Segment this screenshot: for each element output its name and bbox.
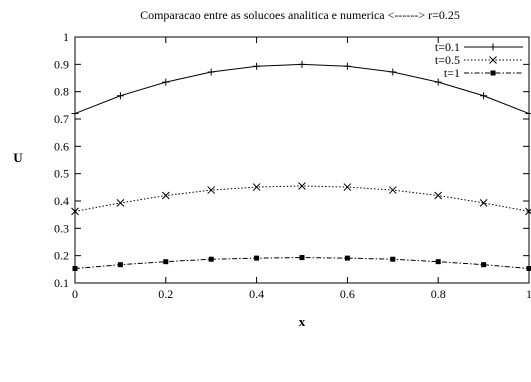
y-axis: 0.1 0.2 0.3 0.4 0.5 0.6 0.7 0.8 0.9 1 <box>54 30 529 290</box>
data-point <box>298 60 306 68</box>
y-tick-label: 0.7 <box>54 112 69 126</box>
data-point <box>116 92 124 100</box>
series-line <box>74 185 530 212</box>
series-layer <box>71 60 531 272</box>
x-tick-label: 0.2 <box>158 287 173 301</box>
legend-label: t=0.1 <box>435 40 460 54</box>
x-axis-label: x <box>299 314 306 329</box>
data-point <box>390 256 396 262</box>
data-point <box>72 266 78 272</box>
data-point <box>388 186 397 194</box>
data-point <box>162 78 170 86</box>
data-point <box>389 68 397 76</box>
data-point <box>208 256 214 262</box>
data-point <box>163 259 169 265</box>
legend-marker <box>490 70 496 76</box>
data-point <box>479 199 488 207</box>
legend-item: t=1 <box>444 66 523 80</box>
y-tick-label: 0.9 <box>54 57 69 71</box>
data-point <box>526 266 531 272</box>
series-1 <box>71 60 531 118</box>
data-point <box>480 92 488 100</box>
legend-label: t=1 <box>444 66 460 80</box>
data-point <box>435 259 441 265</box>
data-point <box>253 62 261 70</box>
data-point <box>343 62 351 70</box>
data-point <box>117 262 123 268</box>
y-tick-label: 0.1 <box>54 276 69 290</box>
series-line <box>74 257 530 270</box>
y-tick-label: 0.5 <box>54 167 69 181</box>
x-axis: 0 0.2 0.4 0.6 0.8 1 <box>72 37 531 301</box>
data-point <box>116 199 125 207</box>
y-tick-label: 1 <box>63 30 69 44</box>
legend-marker <box>489 56 497 64</box>
data-point <box>299 255 305 261</box>
series-3 <box>72 255 531 272</box>
data-point <box>344 255 350 261</box>
legend-item: t=0.5 <box>435 53 523 67</box>
x-tick-label: 1 <box>526 287 531 301</box>
series-2 <box>71 182 531 216</box>
series-line <box>74 63 530 114</box>
legend-marker <box>489 43 497 51</box>
chart-title: Comparacao entre as solucoes analitica e… <box>140 8 460 22</box>
x-tick-label: 0.8 <box>431 287 446 301</box>
y-tick-label: 0.2 <box>54 249 69 263</box>
data-point <box>254 255 260 261</box>
data-point <box>434 78 442 86</box>
data-point <box>207 68 215 76</box>
legend-item: t=0.1 <box>435 40 523 54</box>
data-point <box>71 110 79 118</box>
data-point <box>525 207 531 216</box>
y-tick-label: 0.4 <box>54 194 69 208</box>
data-point <box>525 110 531 118</box>
legend: t=0.1t=0.5t=1 <box>435 40 523 80</box>
data-point <box>207 186 216 194</box>
data-point <box>161 191 170 200</box>
plot-frame <box>74 36 530 284</box>
x-tick-label: 0 <box>72 287 78 301</box>
data-point <box>481 262 487 268</box>
legend-label: t=0.5 <box>435 53 460 67</box>
y-axis-label: U <box>13 150 23 165</box>
data-point <box>298 182 306 190</box>
y-tick-label: 0.8 <box>54 85 69 99</box>
data-point <box>343 183 352 191</box>
data-point <box>434 191 443 200</box>
x-tick-label: 0.4 <box>249 287 264 301</box>
data-point <box>71 207 79 216</box>
y-tick-label: 0.3 <box>54 221 69 235</box>
data-point <box>252 183 261 191</box>
y-tick-label: 0.6 <box>54 139 69 153</box>
x-tick-label: 0.6 <box>340 287 355 301</box>
